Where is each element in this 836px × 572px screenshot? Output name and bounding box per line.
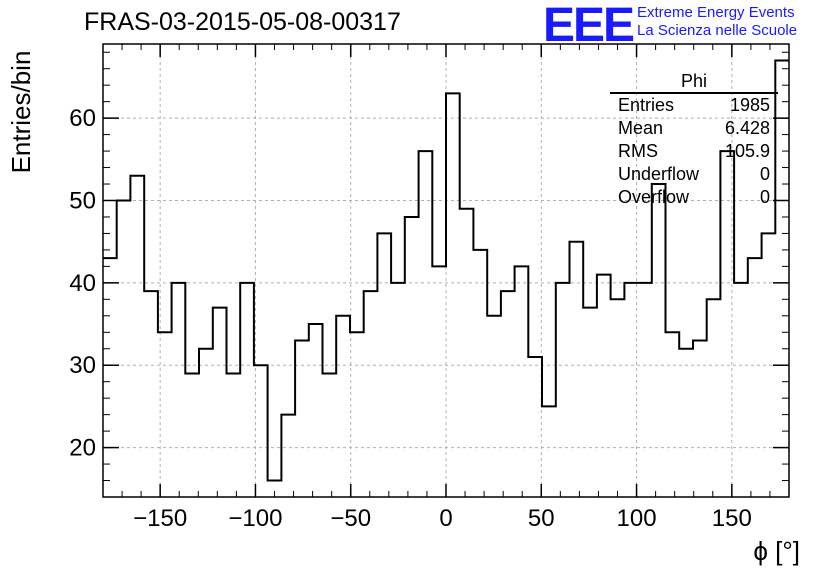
x-tick-label: 0: [439, 505, 452, 532]
stats-row-mean: Mean 6.428: [610, 117, 778, 140]
y-tick-label: 40: [69, 270, 96, 297]
stats-box: Phi Entries 1985 Mean 6.428 RMS 105.9 Un…: [610, 70, 778, 209]
stats-title: Phi: [610, 70, 778, 94]
x-tick-label: 50: [528, 505, 555, 532]
histogram-line: [103, 59, 789, 482]
stats-key: Underflow: [618, 164, 700, 184]
stats-key: Overflow: [618, 187, 690, 207]
x-tick-label: 100: [617, 505, 657, 532]
stats-row-rms: RMS 105.9: [610, 140, 778, 163]
y-tick-label: 30: [69, 352, 96, 379]
stats-row-underflow: Underflow 0: [610, 163, 778, 186]
logo-caption-line2: La Scienza nelle Scuole: [637, 22, 798, 39]
x-axis-label: ϕ [°]: [753, 536, 800, 566]
stats-row-entries: Entries 1985: [610, 94, 778, 117]
stats-key: Entries: [618, 95, 675, 115]
y-tick-label: 50: [69, 187, 96, 214]
x-tick-label: −150: [133, 505, 187, 532]
y-tick-label: 20: [69, 435, 96, 462]
x-tick-label: −100: [228, 505, 282, 532]
x-tick-label: 150: [712, 505, 752, 532]
stats-key: Mean: [618, 118, 664, 138]
logo-caption-line1: Extreme Energy Events: [637, 4, 795, 21]
stats-key: RMS: [618, 141, 658, 161]
y-tick-label: 60: [69, 105, 96, 132]
x-tick-label: −50: [330, 505, 371, 532]
stats-value: 105.9: [724, 141, 770, 161]
logo-caption: Extreme Energy Events La Scienza nelle S…: [637, 4, 797, 40]
y-axis-label: Entries/bin: [6, 51, 36, 174]
stats-value: 1985: [729, 95, 770, 115]
stats-value: 0: [759, 187, 770, 207]
stats-value: 0: [759, 164, 770, 184]
stats-value: 6.428: [724, 118, 770, 138]
stats-row-overflow: Overflow 0: [610, 186, 778, 209]
chart-title: FRAS-03-2015-05-08-00317: [84, 8, 401, 36]
